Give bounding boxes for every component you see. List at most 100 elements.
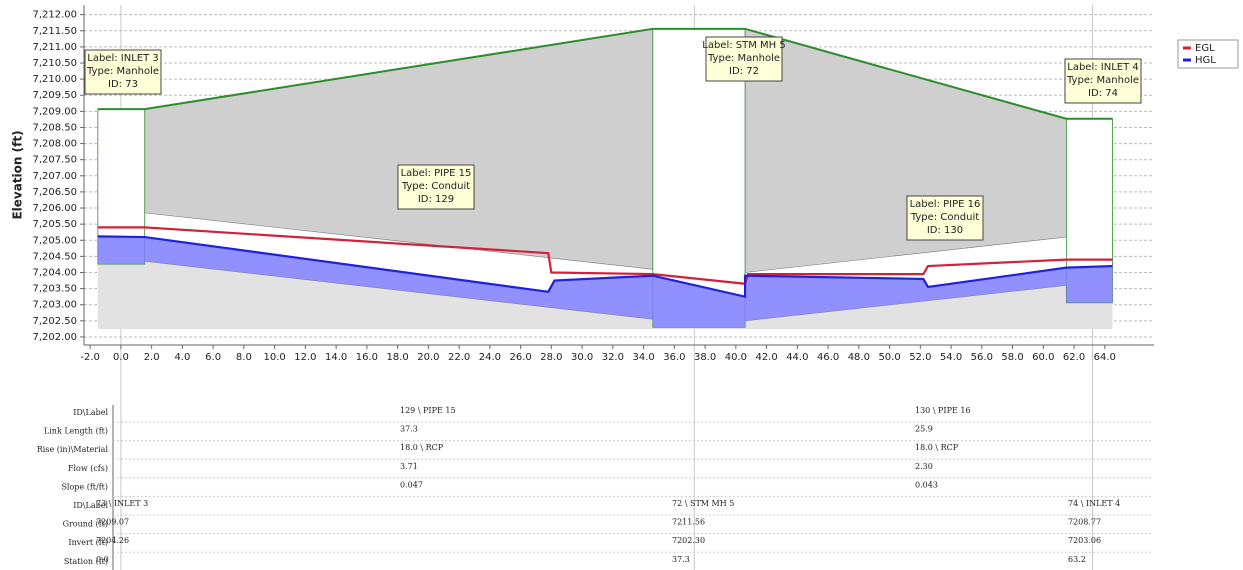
annotation-text: Type: Conduit xyxy=(401,181,470,192)
y-tick-label: 7,207.50 xyxy=(32,155,77,166)
table-cell: 130 \ PIPE 16 xyxy=(915,406,971,415)
y-tick-label: 7,207.00 xyxy=(32,171,77,182)
x-tick-label: 0.0 xyxy=(113,352,129,363)
ground-line xyxy=(97,27,1113,120)
table-cell: 25.9 xyxy=(915,425,933,434)
y-tick-label: 7,210.00 xyxy=(32,74,77,85)
annotation-text: Type: Manhole xyxy=(1066,75,1139,86)
x-tick-label: 28.0 xyxy=(540,352,562,363)
row-label: ID\Label xyxy=(73,501,108,510)
table-cell: 7204.26 xyxy=(96,536,129,545)
table-cell: 0.0 xyxy=(96,555,109,564)
y-tick-label: 7,205.50 xyxy=(32,219,77,230)
legend-label: HGL xyxy=(1195,55,1216,66)
series-line xyxy=(97,235,1113,299)
x-tick-label: 16.0 xyxy=(356,352,378,363)
x-tick-label: 12.0 xyxy=(294,352,316,363)
annotation-text: Label: INLET 4 xyxy=(1067,62,1139,73)
table-cell: 63.2 xyxy=(1068,555,1086,564)
y-tick-label: 7,203.00 xyxy=(32,300,77,311)
legend-label: EGL xyxy=(1195,43,1215,54)
annotation-box xyxy=(705,36,783,82)
y-tick-label: 7,209.50 xyxy=(32,90,77,101)
x-tick-label: 26.0 xyxy=(509,352,531,363)
y-tick-label: 7,211.50 xyxy=(32,26,77,37)
annotation-box xyxy=(1064,58,1142,104)
table-cell: 2.30 xyxy=(915,462,933,471)
x-tick-label: 4.0 xyxy=(174,352,190,363)
x-tick-label: 2.0 xyxy=(144,352,160,363)
x-tick-label: 64.0 xyxy=(1094,352,1116,363)
annotation-text: Label: INLET 3 xyxy=(87,53,159,64)
annotation-text: Type: Manhole xyxy=(86,66,159,77)
soil-below xyxy=(97,261,1113,329)
x-tick-label: 24.0 xyxy=(479,352,501,363)
y-tick-label: 7,206.00 xyxy=(32,203,77,214)
y-tick-label: 7,210.50 xyxy=(32,58,77,69)
y-tick-label: 7,204.00 xyxy=(32,267,77,278)
table-cell: 73 \ INLET 3 xyxy=(96,499,148,508)
table-cell: 7211.56 xyxy=(672,518,705,527)
table-cell: 74 \ INLET 4 xyxy=(1068,499,1120,508)
x-tick-label: 60.0 xyxy=(1032,352,1054,363)
y-tick-label: 7,212.00 xyxy=(32,10,77,21)
x-tick-label: 48.0 xyxy=(848,352,870,363)
annotation-text: Type: Manhole xyxy=(707,53,780,64)
row-label: Rise (in)\Material xyxy=(37,445,109,454)
table-cell: 7203.06 xyxy=(1068,536,1101,545)
x-tick-label: 30.0 xyxy=(571,352,593,363)
table-cell: 37.3 xyxy=(400,425,418,434)
x-tick-label: 50.0 xyxy=(878,352,900,363)
table-cell: 37.3 xyxy=(672,555,690,564)
x-tick-label: 10.0 xyxy=(263,352,285,363)
x-tick-label: 54.0 xyxy=(940,352,962,363)
annotation-text: Label: PIPE 15 xyxy=(401,168,472,179)
y-tick-label: 7,203.50 xyxy=(32,284,77,295)
y-tick-label: 7,209.00 xyxy=(32,106,77,117)
table-cell: 7208.77 xyxy=(1068,518,1101,527)
row-label: Slope (ft/ft) xyxy=(61,482,108,491)
annotation-box xyxy=(906,195,984,241)
annotation-box xyxy=(84,49,162,95)
row-label: Station (ft) xyxy=(64,557,108,566)
table-cell: 18.0 \ RCP xyxy=(400,443,444,452)
x-tick-label: -2.0 xyxy=(80,352,100,363)
annotation-text: Label: STM MH 5 xyxy=(702,40,785,51)
y-tick-label: 7,202.00 xyxy=(32,332,77,343)
y-axis-label: Elevation (ft) xyxy=(11,130,25,219)
y-tick-label: 7,204.50 xyxy=(32,251,77,262)
x-tick-label: 36.0 xyxy=(663,352,685,363)
x-tick-label: 20.0 xyxy=(417,352,439,363)
x-tick-label: 62.0 xyxy=(1063,352,1085,363)
annotation-box xyxy=(397,164,475,210)
row-label: Invert (ft) xyxy=(68,538,108,547)
x-tick-label: 18.0 xyxy=(386,352,408,363)
y-tick-label: 7,208.50 xyxy=(32,122,77,133)
table-cell: 18.0 \ RCP xyxy=(915,443,959,452)
water xyxy=(97,236,1113,328)
x-tick-label: 58.0 xyxy=(1001,352,1023,363)
annotation-text: ID: 130 xyxy=(927,225,963,236)
x-tick-label: 8.0 xyxy=(236,352,252,363)
x-tick-label: 14.0 xyxy=(325,352,347,363)
x-tick-label: 52.0 xyxy=(909,352,931,363)
y-tick-label: 7,211.00 xyxy=(32,42,77,53)
x-tick-label: 42.0 xyxy=(755,352,777,363)
row-label: Link Length (ft) xyxy=(44,427,108,436)
annotation-text: ID: 72 xyxy=(729,66,759,77)
annotation-text: ID: 129 xyxy=(418,194,454,205)
row-label: Ground (ft) xyxy=(63,520,108,529)
x-tick-label: 34.0 xyxy=(632,352,654,363)
table-cell: 129 \ PIPE 15 xyxy=(400,406,456,415)
table-cell: 3.71 xyxy=(400,462,418,471)
y-tick-label: 7,208.00 xyxy=(32,139,77,150)
table-cell: 0.047 xyxy=(400,480,423,489)
x-tick-label: 6.0 xyxy=(205,352,221,363)
x-tick-label: 46.0 xyxy=(817,352,839,363)
annotation-text: Type: Conduit xyxy=(910,212,979,223)
y-tick-label: 7,206.50 xyxy=(32,187,77,198)
x-tick-label: 22.0 xyxy=(448,352,470,363)
table-cell: 7202.30 xyxy=(672,536,705,545)
x-tick-label: 38.0 xyxy=(694,352,716,363)
